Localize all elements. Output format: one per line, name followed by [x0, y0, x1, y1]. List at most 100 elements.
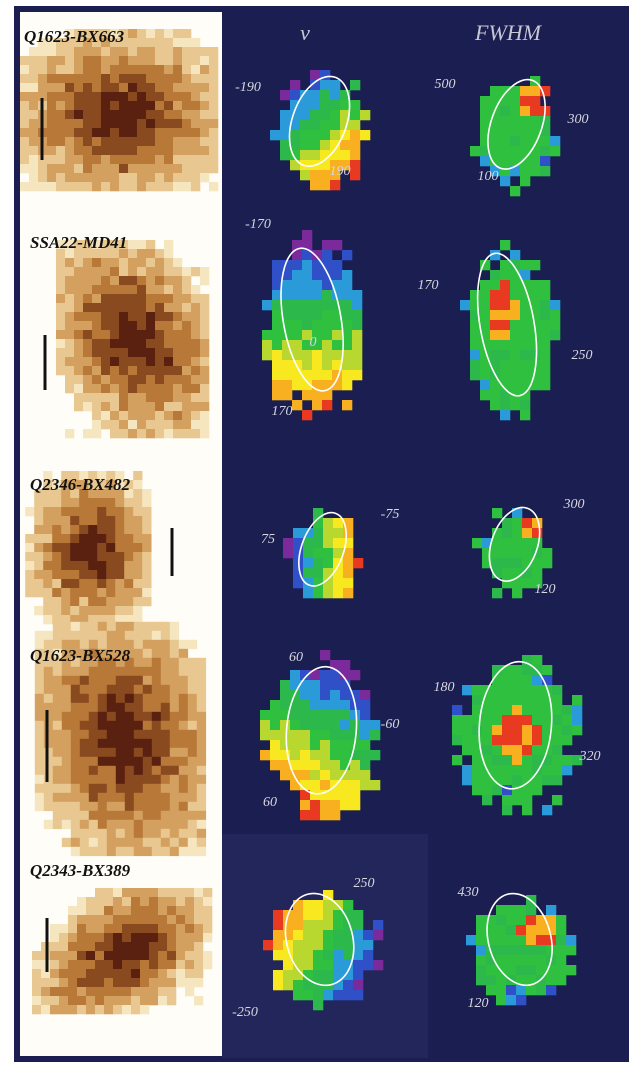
velocity-pixel	[340, 720, 351, 731]
galaxy-pixel	[115, 480, 125, 490]
galaxy-pixel	[133, 693, 144, 704]
fwhm-pixel	[536, 935, 547, 946]
velocity-pixel	[282, 320, 293, 331]
velocity-pixel	[313, 588, 324, 599]
velocity-pixel	[323, 940, 334, 951]
galaxy-pixel	[173, 128, 183, 138]
galaxy-pixel	[88, 507, 98, 517]
velocity-pixel	[303, 980, 314, 991]
galaxy-pixel	[70, 498, 80, 508]
galaxy-pixel	[110, 92, 120, 102]
galaxy-pixel	[191, 182, 201, 192]
galaxy-pixel	[146, 65, 156, 75]
galaxy-pixel	[61, 810, 72, 821]
galaxy-pixel	[151, 657, 162, 668]
velocity-pixel	[310, 680, 321, 691]
galaxy-pixel	[167, 915, 177, 925]
fwhm-pixel	[530, 380, 541, 391]
velocity-pixel	[330, 790, 341, 801]
velocity-pixel	[323, 588, 334, 599]
galaxy-pixel	[122, 915, 132, 925]
velocity-pixel	[352, 360, 363, 371]
galaxy-pixel	[122, 888, 132, 898]
galaxy-pixel	[191, 56, 201, 66]
galaxy-pixel	[86, 960, 96, 970]
galaxy-pixel	[140, 915, 150, 925]
fwhm-pixel	[522, 655, 533, 666]
galaxy-pixel	[70, 597, 80, 607]
velocity-pixel	[322, 300, 333, 311]
velocity-pixel	[322, 260, 333, 271]
velocity-pixel	[292, 280, 303, 291]
velocity-pixel	[333, 990, 344, 1001]
velocity-pixel	[270, 750, 281, 761]
fwhm-pixel	[510, 146, 521, 157]
galaxy-pixel	[56, 366, 66, 376]
galaxy-pixel	[70, 516, 80, 526]
fwhm-pixel	[552, 685, 563, 696]
velocity-pixel	[323, 920, 334, 931]
velocity-pixel	[333, 568, 344, 579]
galaxy-pixel	[142, 792, 153, 803]
galaxy-pixel	[86, 915, 96, 925]
galaxy-pixel	[101, 393, 111, 403]
contour	[487, 78, 546, 170]
velocity-pixel	[310, 770, 321, 781]
velocity-label: -170	[245, 217, 271, 232]
galaxy-pixel	[173, 29, 183, 39]
galaxy-pixel	[133, 675, 144, 686]
velocity-pixel	[323, 970, 334, 981]
galaxy-pixel	[137, 420, 147, 430]
fwhm-pixel	[512, 528, 523, 539]
velocity-pixel	[350, 780, 361, 791]
galaxy-pixel	[137, 155, 147, 165]
galaxy-pixel	[38, 92, 48, 102]
fwhm-pixel	[510, 340, 521, 351]
galaxy-pixel	[106, 570, 116, 580]
galaxy-pixel	[158, 906, 168, 916]
galaxy-pixel	[182, 164, 192, 174]
velocity-pixel	[330, 720, 341, 731]
galaxy-pixel	[164, 110, 174, 120]
galaxy-pixel	[104, 933, 114, 943]
galaxy-pixel	[70, 561, 80, 571]
galaxy-pixel	[182, 29, 192, 39]
fwhm-pixel	[510, 400, 521, 411]
velocity-pixel	[300, 750, 311, 761]
galaxy-pixel	[187, 819, 198, 830]
galaxy-pixel	[74, 339, 84, 349]
galaxy-pixel	[106, 711, 117, 722]
galaxy-pixel	[167, 906, 177, 916]
galaxy-pixel	[92, 267, 102, 277]
galaxy-pixel	[106, 765, 117, 776]
velocity-pixel	[290, 120, 301, 131]
fwhm-pixel	[500, 290, 511, 301]
galaxy-pixel	[47, 173, 57, 183]
fwhm-pixel	[500, 106, 511, 117]
fwhm-pixel	[552, 795, 563, 806]
velocity-pixel	[310, 130, 321, 141]
velocity-pixel	[290, 740, 301, 751]
galaxy-pixel	[119, 47, 129, 57]
fwhm-pixel	[496, 905, 507, 916]
galaxy-pixel	[194, 915, 204, 925]
velocity-pixel	[343, 588, 354, 599]
galaxy-pixel	[97, 810, 108, 821]
velocity-pixel	[300, 810, 311, 821]
fwhm-pixel	[472, 785, 483, 796]
galaxy-pixel	[146, 330, 156, 340]
galaxy-pixel	[65, 357, 75, 367]
velocity-pixel	[322, 330, 333, 341]
galaxy-pixel	[158, 924, 168, 934]
galaxy-pixel	[160, 738, 171, 749]
galaxy-pixel	[95, 924, 105, 934]
galaxy-pixel	[191, 285, 201, 295]
galaxy-pixel	[140, 978, 150, 988]
galaxy-pixel	[155, 128, 165, 138]
contour	[298, 511, 348, 587]
velocity-pixel	[312, 370, 323, 381]
galaxy-pixel	[137, 294, 147, 304]
galaxy-pixel	[106, 846, 117, 857]
galaxy-pixel	[140, 951, 150, 961]
velocity-pixel	[283, 548, 294, 559]
